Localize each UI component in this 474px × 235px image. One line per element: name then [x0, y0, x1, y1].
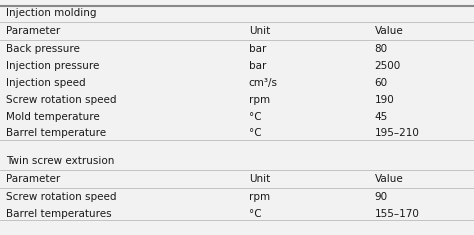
Text: 60: 60: [374, 78, 388, 88]
Text: 195–210: 195–210: [374, 129, 419, 138]
Text: cm³/s: cm³/s: [249, 78, 278, 88]
Text: Back pressure: Back pressure: [6, 44, 80, 54]
Text: rpm: rpm: [249, 95, 270, 105]
Text: °C: °C: [249, 209, 262, 219]
Text: 45: 45: [374, 112, 388, 121]
Text: °C: °C: [249, 129, 262, 138]
Text: Injection molding: Injection molding: [6, 8, 96, 18]
Text: Twin screw extrusion: Twin screw extrusion: [6, 156, 114, 166]
Text: 155–170: 155–170: [374, 209, 419, 219]
Text: Value: Value: [374, 174, 403, 184]
Text: Screw rotation speed: Screw rotation speed: [6, 95, 116, 105]
Text: Barrel temperatures: Barrel temperatures: [6, 209, 111, 219]
Text: rpm: rpm: [249, 192, 270, 202]
Text: bar: bar: [249, 61, 266, 71]
Text: Value: Value: [374, 26, 403, 36]
Text: Barrel temperature: Barrel temperature: [6, 129, 106, 138]
Text: Injection pressure: Injection pressure: [6, 61, 99, 71]
Text: 80: 80: [374, 44, 388, 54]
Text: 190: 190: [374, 95, 394, 105]
Text: bar: bar: [249, 44, 266, 54]
Text: 2500: 2500: [374, 61, 401, 71]
Text: Screw rotation speed: Screw rotation speed: [6, 192, 116, 202]
Text: °C: °C: [249, 112, 262, 121]
Text: 90: 90: [374, 192, 388, 202]
Text: Unit: Unit: [249, 26, 270, 36]
Text: Parameter: Parameter: [6, 26, 60, 36]
Text: Mold temperature: Mold temperature: [6, 112, 100, 121]
Text: Unit: Unit: [249, 174, 270, 184]
Text: Parameter: Parameter: [6, 174, 60, 184]
Text: Injection speed: Injection speed: [6, 78, 85, 88]
